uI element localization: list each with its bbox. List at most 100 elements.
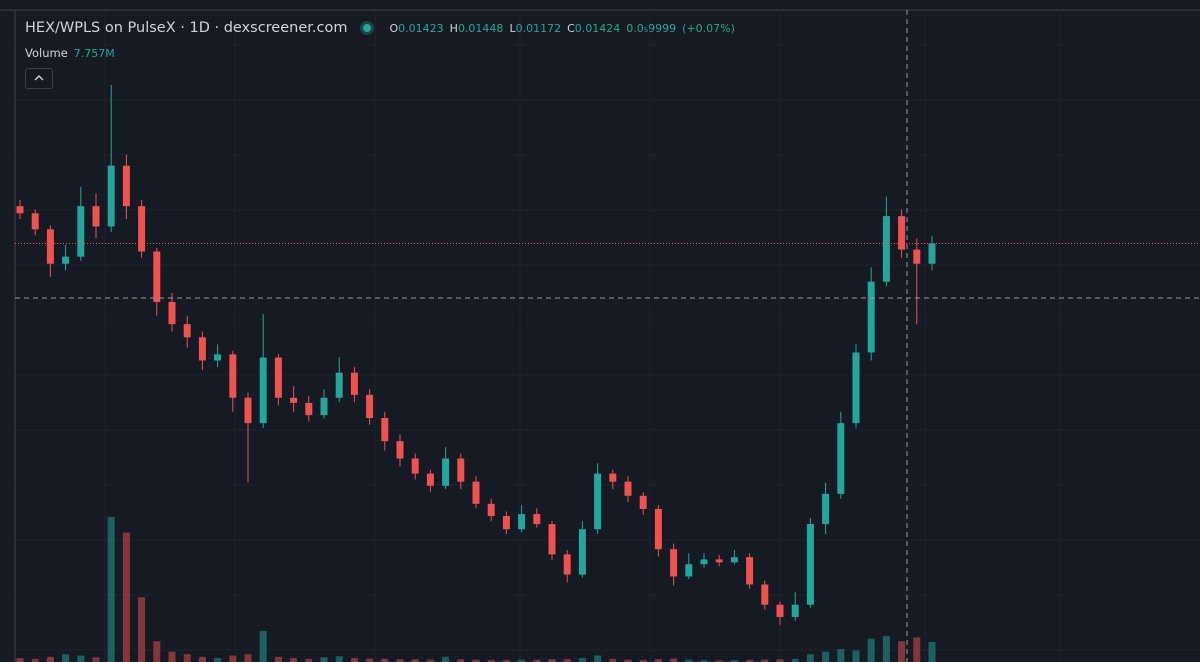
legend-value: 0.01172: [515, 21, 562, 35]
volume-bar: [320, 657, 328, 662]
volume-bar: [77, 655, 85, 662]
candle-body: [92, 206, 100, 227]
volume-bar: [776, 659, 784, 662]
volume-bar: [882, 636, 890, 662]
volume-label: Volume: [25, 46, 68, 60]
candle-body: [609, 473, 617, 482]
volume-bar: [183, 654, 191, 662]
volume-bar: [107, 517, 115, 662]
volume-bar: [654, 659, 662, 662]
volume-bar: [685, 659, 693, 662]
volume-bar: [913, 637, 921, 662]
candle-body: [776, 604, 784, 617]
candle-body: [867, 281, 875, 353]
legend-value: 0.01423: [398, 21, 444, 35]
candle-body: [16, 206, 24, 214]
candle-body: [183, 324, 191, 338]
volume-bar: [715, 660, 723, 662]
volume-bar: [153, 641, 161, 662]
volume-bar: [122, 532, 130, 662]
candle-body: [214, 354, 222, 361]
candle-body: [822, 493, 830, 525]
volume-bar: [244, 654, 252, 662]
candle-body: [244, 397, 252, 424]
volume-bar: [138, 597, 146, 662]
candle-body: [548, 524, 556, 555]
volume-bar: [259, 630, 267, 662]
candle-body: [487, 503, 495, 517]
candle-body: [396, 441, 404, 459]
candle-body: [62, 256, 70, 264]
candle-body: [366, 394, 374, 418]
volume-bar: [92, 657, 100, 662]
volume-bar: [533, 659, 541, 662]
volume-bar: [867, 638, 875, 662]
volume-bar: [290, 658, 298, 662]
candle-body: [518, 514, 526, 530]
candle-body: [46, 229, 54, 264]
legend-change-pct: (+0.07%): [682, 21, 735, 35]
candle-body: [670, 549, 678, 577]
candle-body: [806, 524, 814, 605]
candle-body: [198, 337, 206, 361]
volume-bar: [31, 658, 39, 662]
volume-bar: [366, 658, 374, 662]
candle-body: [320, 397, 328, 416]
candle-body: [837, 423, 845, 494]
candle-body: [107, 165, 115, 227]
volume-bar: [806, 654, 814, 662]
candle-body: [442, 458, 450, 486]
collapse-button[interactable]: [25, 68, 53, 89]
volume-bar: [518, 659, 526, 662]
candle-body: [153, 251, 161, 302]
volume-bar: [381, 658, 389, 662]
candle-body: [350, 372, 358, 395]
volume-bar: [852, 650, 860, 662]
candle-body: [639, 495, 647, 509]
candle-body: [715, 559, 723, 563]
volume-bar: [730, 660, 738, 662]
chart-title: HEX/WPLS on PulseX · 1D · dexscreener.co…: [25, 20, 348, 36]
volume-bar: [746, 659, 754, 662]
candle-body: [852, 352, 860, 424]
candle-body: [898, 216, 906, 250]
volume-bar: [837, 649, 845, 662]
candle-body: [168, 301, 176, 325]
volume-bar: [670, 658, 678, 662]
candle-body: [77, 206, 85, 257]
volume-bar: [274, 656, 282, 662]
candle-body: [31, 213, 39, 230]
header: HEX/WPLS on PulseX · 1D · dexscreener.co…: [25, 20, 741, 36]
candle-body: [457, 458, 465, 482]
volume-bar: [62, 654, 70, 662]
candle-body: [594, 473, 602, 530]
candle-body: [229, 354, 237, 398]
volume-bar: [411, 659, 419, 662]
chevron-icon: [34, 75, 44, 81]
volume-bar: [214, 658, 222, 662]
chevron: [34, 75, 44, 81]
candle-body: [700, 559, 708, 565]
volume-bar: [305, 658, 313, 662]
candle-body: [381, 418, 389, 442]
volume-bar: [594, 655, 602, 662]
volume-bar: [822, 651, 830, 662]
volume-bar: [639, 659, 647, 662]
legend-key: C: [567, 21, 575, 35]
candle-body: [654, 508, 662, 550]
volume-bar: [928, 641, 936, 662]
candle-body: [730, 557, 738, 563]
volume-bar: [563, 659, 571, 662]
candle-body: [928, 243, 936, 264]
candle-layer: [15, 85, 1200, 625]
legend-value: 0.01448: [457, 21, 504, 35]
legend-key: H: [449, 21, 458, 35]
volume-bar: [229, 655, 237, 662]
candle-body: [411, 458, 419, 474]
volume-bar: [350, 658, 358, 662]
volume-bar: [472, 659, 480, 662]
volume-bar: [609, 658, 617, 662]
